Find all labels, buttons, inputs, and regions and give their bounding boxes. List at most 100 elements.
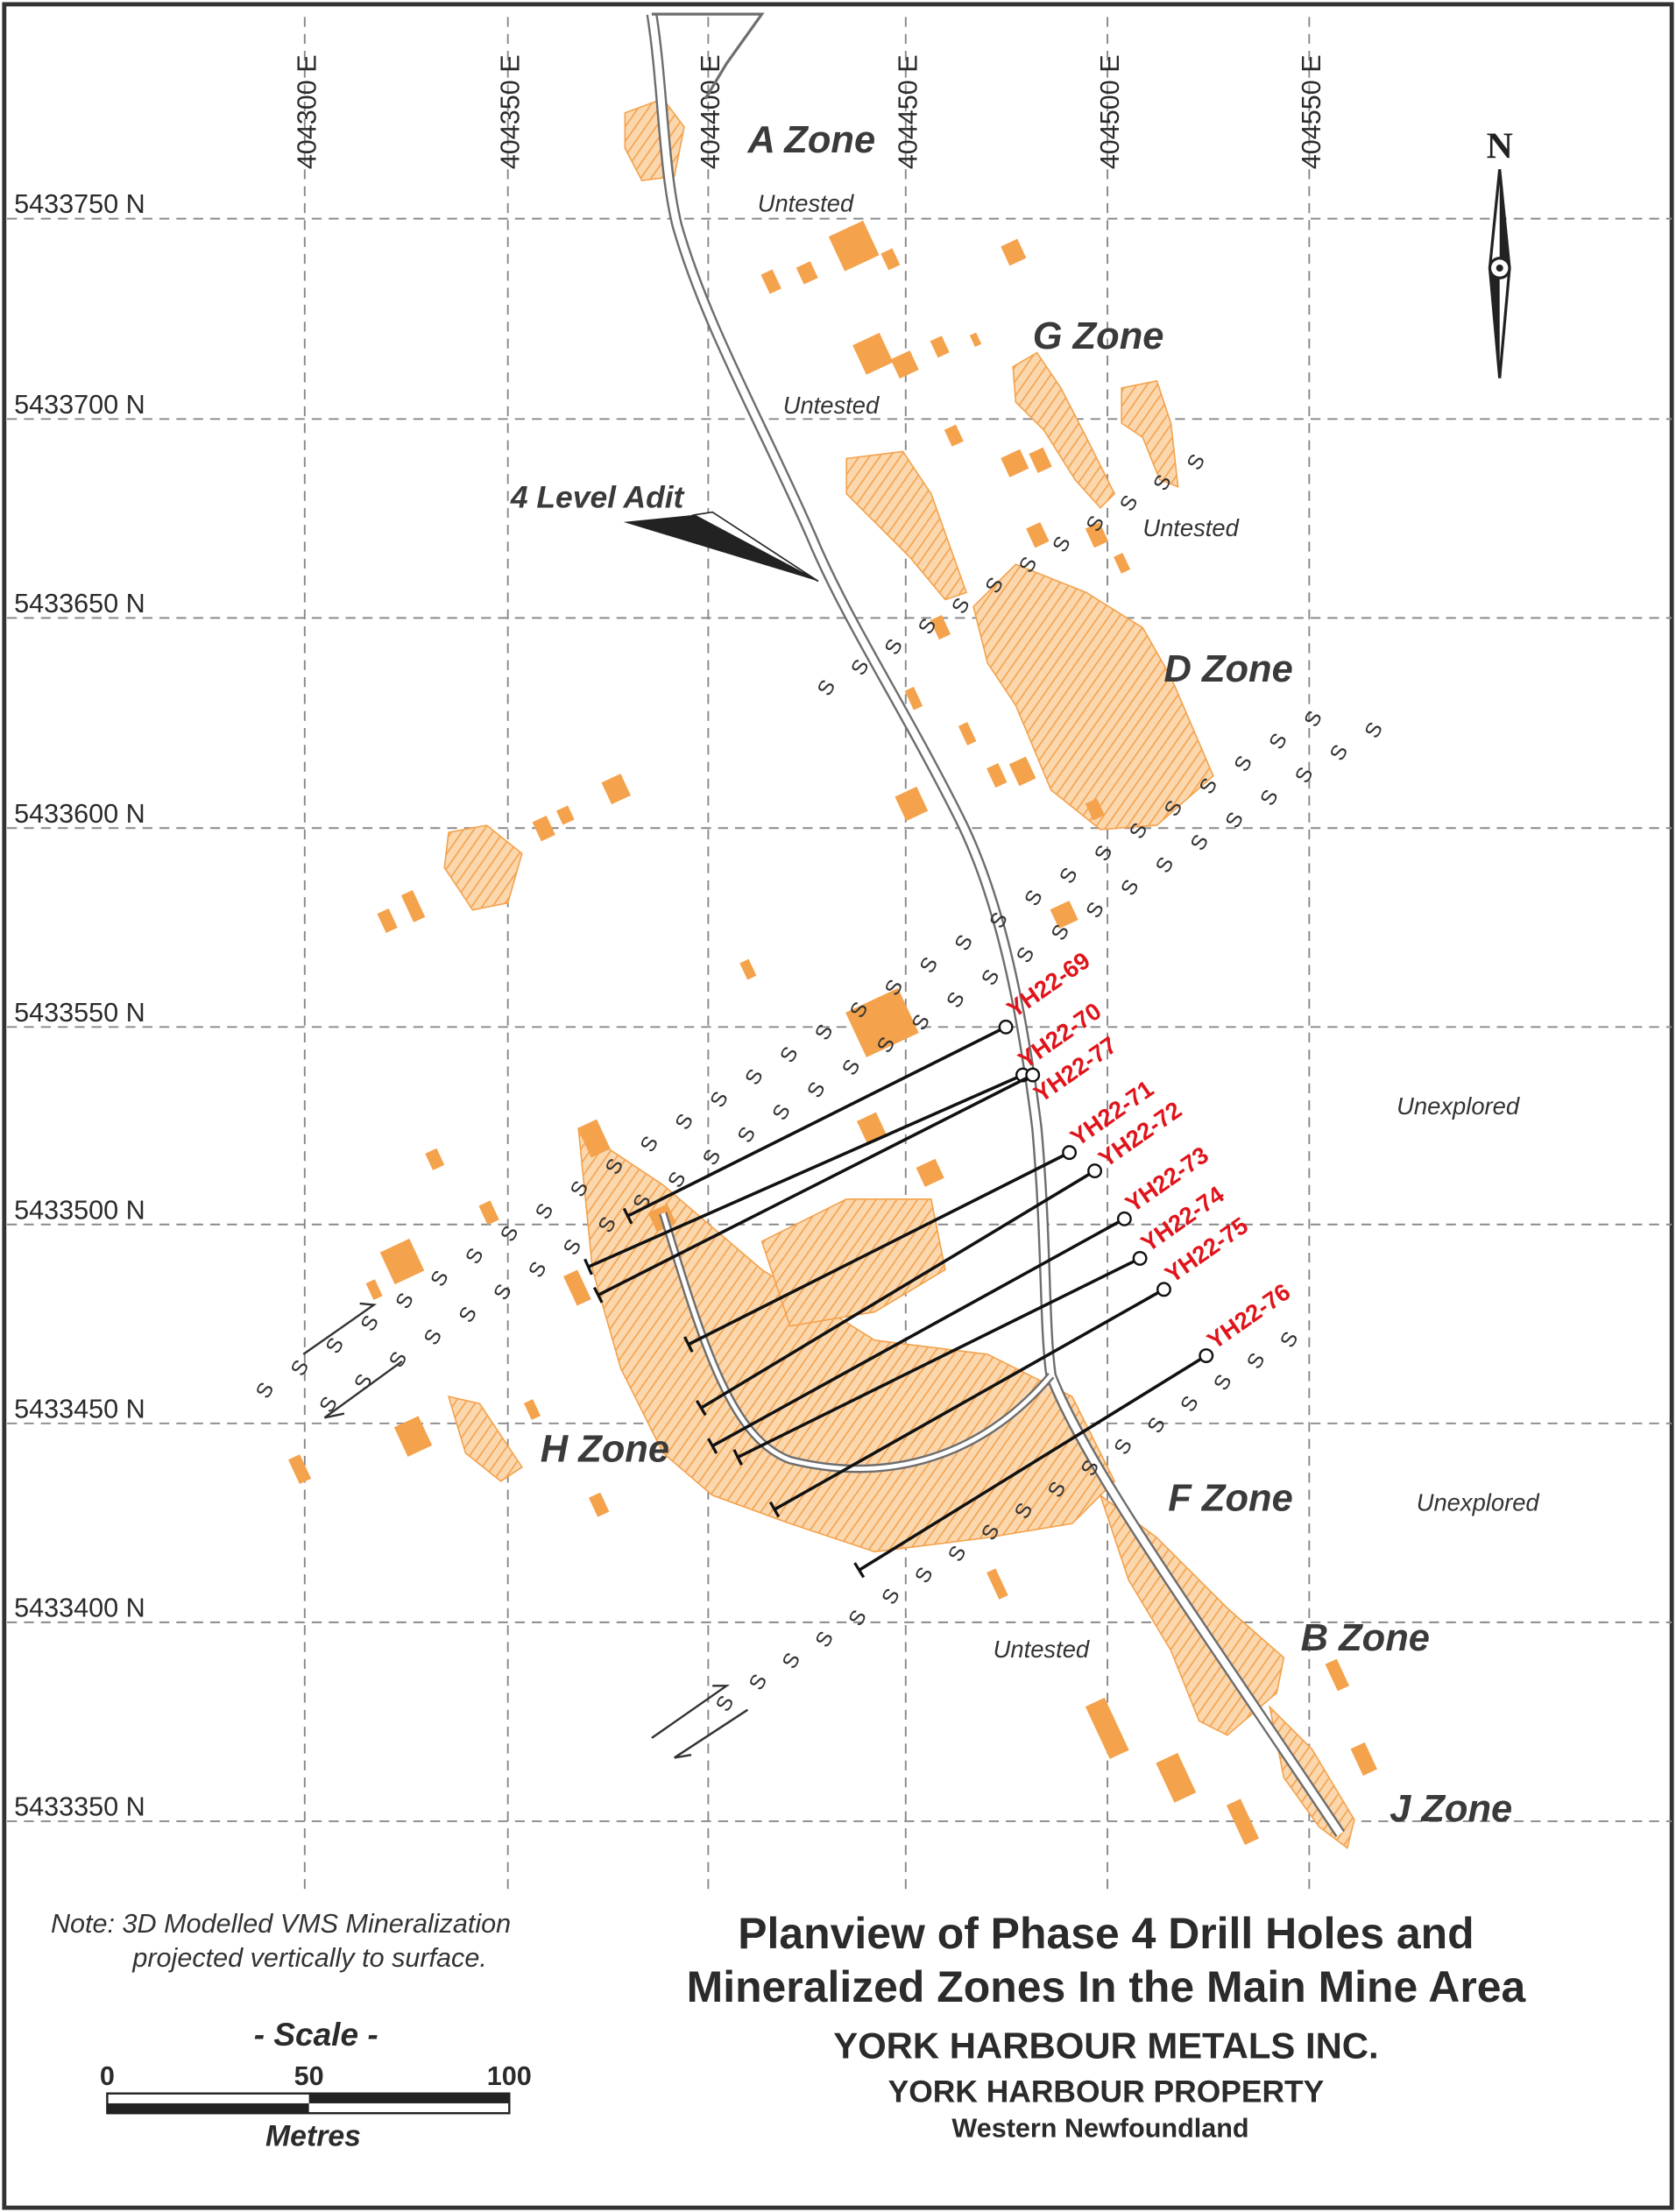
drill-trace	[700, 1170, 1096, 1410]
northing-label: 5433700 N	[14, 390, 145, 420]
mineralization-lens	[400, 890, 426, 922]
g-zone-body-2	[1121, 379, 1179, 488]
easting-label: 404550 E	[1297, 54, 1326, 169]
untested-label: Untested	[1142, 514, 1239, 541]
mineralization-lens	[365, 1279, 383, 1300]
scale-bar: - Scale - 0 50 100 Metres	[100, 2016, 532, 2152]
zone-label-b: B Zone	[1301, 1617, 1430, 1659]
mineralization-lens	[1026, 522, 1050, 548]
note-line-1: Note: 3D Modelled VMS Mineralization	[51, 1909, 511, 1939]
zone-label-d: D Zone	[1163, 648, 1292, 690]
drill-trace	[688, 1151, 1071, 1346]
scale-tick-0: 0	[100, 2061, 115, 2091]
mineralization-lens	[739, 958, 757, 980]
mineralization-lens	[930, 615, 951, 640]
unexplored-label: Unexplored	[1397, 1092, 1520, 1120]
mineralization-lens	[856, 1112, 887, 1143]
hole-end-tick	[622, 1207, 633, 1225]
collar-icon	[1156, 1282, 1171, 1297]
zone-label-j: J Zone	[1390, 1788, 1512, 1830]
mineralization-lens	[958, 722, 977, 746]
mineralization-lens	[425, 1148, 445, 1170]
title-block: Planview of Phase 4 Drill Holes and Mine…	[687, 1909, 1527, 2144]
road-trace	[646, 12, 1346, 1837]
fault-arrows	[302, 1302, 749, 1759]
northing-label: 5433450 N	[14, 1394, 145, 1424]
mineralization-lens	[601, 774, 631, 805]
mineralization-lens	[1085, 798, 1105, 821]
scale-tick-50: 50	[294, 2061, 324, 2091]
easting-label: 404450 E	[894, 54, 923, 169]
easting-label: 404500 E	[1095, 54, 1125, 169]
zone-label-g: G Zone	[1033, 315, 1164, 357]
adit-label: 4 Level Adit	[510, 480, 685, 515]
north-arrow-icon: N	[1487, 126, 1513, 378]
collar-icon	[1087, 1163, 1103, 1179]
collar-icon	[998, 1019, 1014, 1035]
mineralization-lens	[1226, 1799, 1260, 1846]
mineralization-lens	[904, 686, 923, 710]
mineralization-lens	[377, 908, 398, 934]
collar-icon	[1116, 1211, 1132, 1226]
collar-icon	[1062, 1145, 1078, 1161]
northing-label: 5433400 N	[14, 1593, 145, 1622]
mineralization-lens	[845, 987, 919, 1057]
untested-label: Untested	[783, 392, 880, 419]
mineralization-lens	[1085, 1697, 1129, 1759]
mineralization-lens	[895, 786, 929, 822]
mineralization-lens	[555, 805, 575, 825]
mineralization-lens	[1350, 1742, 1377, 1777]
scale-title: - Scale -	[254, 2016, 378, 2053]
mineralization-lens	[1325, 1658, 1350, 1692]
easting-label: 404300 E	[293, 54, 322, 169]
mineralization-lens	[379, 1238, 425, 1285]
west-body	[443, 824, 523, 911]
hole-end-tick	[592, 1286, 604, 1304]
drill-trace	[587, 1073, 1024, 1269]
mineralization-lens	[288, 1454, 312, 1485]
drill-trace	[774, 1288, 1165, 1511]
upper-zone-body	[845, 450, 968, 601]
j-zone-body	[1268, 1705, 1355, 1849]
unexplored-label: Unexplored	[1417, 1489, 1540, 1516]
hole-end-tick	[583, 1258, 593, 1276]
mineralization-lens	[478, 1200, 499, 1226]
adit-arrow	[623, 511, 819, 583]
hole-end-tick	[732, 1449, 743, 1466]
mineralization-lens	[1001, 449, 1029, 477]
scale-unit: Metres	[265, 2119, 361, 2152]
mineralization-lens	[944, 424, 964, 447]
zone-label-a: A Zone	[746, 119, 875, 161]
collar-icon	[1199, 1348, 1214, 1363]
mineralization-lens	[563, 1269, 591, 1306]
northing-label: 5433600 N	[14, 799, 145, 829]
mineralization-lens	[577, 1119, 611, 1158]
zone-label-h: H Zone	[541, 1428, 669, 1470]
mineralization-lens	[969, 332, 982, 348]
north-label: N	[1487, 126, 1513, 166]
g-zone-body	[1012, 351, 1116, 509]
mineralization-lens	[796, 261, 818, 285]
mineralization-lens	[987, 1568, 1008, 1600]
northing-label: 5433350 N	[14, 1792, 145, 1821]
mineralization-lens	[916, 1158, 944, 1187]
untested-label: Untested	[994, 1636, 1090, 1663]
h-west-body	[447, 1396, 523, 1482]
mineralization-lens	[393, 1416, 433, 1457]
drill-trace	[737, 1256, 1141, 1459]
mineralization-lens	[1029, 447, 1052, 474]
northing-label: 5433750 N	[14, 189, 145, 219]
mineralization-lens	[890, 350, 919, 379]
mineralization-lens	[1114, 552, 1131, 574]
mineralization-lens	[532, 815, 555, 842]
title-line-1: Planview of Phase 4 Drill Holes and	[738, 1909, 1474, 1958]
mineralization-lens	[1001, 238, 1027, 266]
mineralization-lens	[880, 248, 901, 271]
mineralization-lens	[760, 269, 781, 294]
northing-label: 5433550 N	[14, 998, 145, 1028]
mineralization-lens	[852, 332, 894, 375]
hole-end-tick	[768, 1501, 781, 1518]
mineralization-lens	[1156, 1752, 1197, 1803]
mineralization-lens	[930, 336, 950, 358]
